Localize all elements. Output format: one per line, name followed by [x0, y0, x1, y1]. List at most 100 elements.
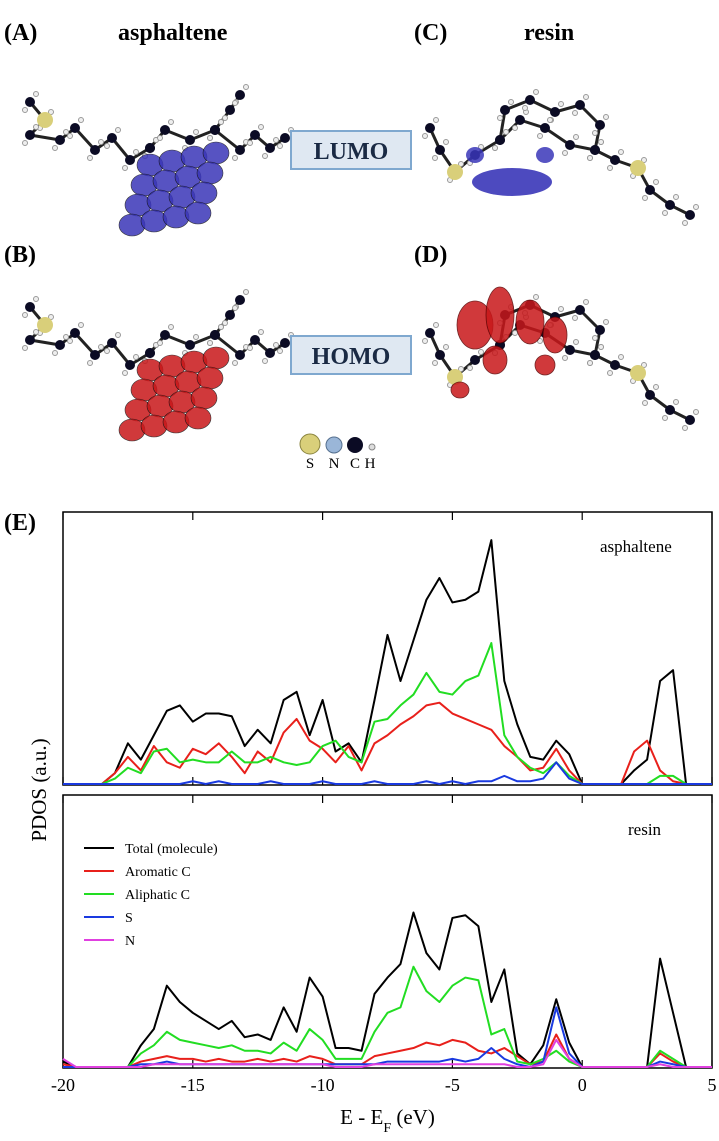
- atom: [250, 130, 260, 140]
- atom: [225, 310, 235, 320]
- panel-title: resin: [524, 20, 574, 46]
- hydrogen: [105, 144, 110, 149]
- hydrogen: [34, 125, 39, 130]
- hydrogen: [643, 196, 648, 201]
- hydrogen: [278, 144, 283, 149]
- hydrogen: [53, 351, 58, 356]
- atom: [145, 143, 155, 153]
- atom: [565, 345, 575, 355]
- atom: [70, 123, 80, 133]
- legend-label: N: [125, 934, 135, 949]
- hydrogen: [259, 125, 264, 130]
- panel-label: (D): [414, 242, 447, 268]
- hydrogen: [248, 346, 253, 351]
- hydrogen: [573, 111, 578, 116]
- hydrogen: [608, 166, 613, 171]
- atom-label: S: [306, 456, 314, 472]
- hydrogen: [513, 126, 518, 131]
- x-tick-label: -15: [181, 1075, 205, 1095]
- hydrogen: [134, 355, 139, 360]
- hydrogen: [444, 140, 449, 145]
- hydrogen: [233, 156, 238, 161]
- hydrogen: [574, 135, 579, 140]
- atom: [185, 340, 195, 350]
- hydrogen: [274, 138, 279, 143]
- orbital-lobe: [536, 147, 554, 163]
- atom: [235, 145, 245, 155]
- hydrogen: [468, 366, 473, 371]
- pdos-line: [63, 540, 712, 784]
- hydrogen: [99, 140, 104, 145]
- atom: [665, 405, 675, 415]
- orbital-lobe: [119, 214, 145, 236]
- legend-label: Aliphatic C: [125, 888, 190, 903]
- hydrogen: [23, 108, 28, 113]
- atom: [565, 140, 575, 150]
- hydrogen: [493, 146, 498, 151]
- atom: [447, 164, 463, 180]
- pdos-line: [63, 762, 712, 784]
- pdos-line: [63, 967, 712, 1067]
- hydrogen: [208, 136, 213, 141]
- orbital-lobe: [466, 147, 484, 163]
- hydrogen: [68, 339, 73, 344]
- atom: [590, 145, 600, 155]
- hydrogen: [34, 92, 39, 97]
- atom: [435, 350, 445, 360]
- hydrogen: [23, 346, 28, 351]
- hydrogen: [64, 335, 69, 340]
- hydrogen: [573, 316, 578, 321]
- hydrogen: [278, 349, 283, 354]
- hydrogen: [423, 339, 428, 344]
- hydrogen: [538, 134, 543, 139]
- hydrogen: [513, 331, 518, 336]
- atom: [235, 295, 245, 305]
- x-tick-label: 0: [578, 1075, 587, 1095]
- hydrogen: [259, 330, 264, 335]
- hydrogen: [604, 320, 609, 325]
- atom: [107, 338, 117, 348]
- atom: [630, 365, 646, 381]
- hydrogen: [79, 323, 84, 328]
- hydrogen: [169, 120, 174, 125]
- atom-icon: [326, 437, 342, 453]
- atom-label: N: [329, 456, 340, 472]
- hydrogen: [694, 410, 699, 415]
- atom: [25, 302, 35, 312]
- hydrogen: [423, 134, 428, 139]
- atom: [235, 350, 245, 360]
- x-tick-label: -20: [51, 1075, 75, 1095]
- hydrogen: [433, 361, 438, 366]
- panel-annotation: resin: [628, 820, 662, 839]
- orbital-lobe: [203, 347, 229, 369]
- hydrogen: [599, 345, 604, 350]
- atom: [70, 328, 80, 338]
- atom: [280, 133, 290, 143]
- orbital-lobe: [197, 367, 223, 389]
- hydrogen: [548, 118, 553, 123]
- panel-annotation: asphaltene: [600, 537, 672, 556]
- atom: [550, 107, 560, 117]
- atom: [185, 135, 195, 145]
- atom: [90, 350, 100, 360]
- orbital-lobe: [185, 407, 211, 429]
- atom: [645, 185, 655, 195]
- atom: [225, 105, 235, 115]
- hydrogen: [116, 333, 121, 338]
- hydrogen: [434, 118, 439, 123]
- hydrogen: [244, 290, 249, 295]
- pdos-line: [63, 643, 712, 784]
- orbital-lobe: [119, 419, 145, 441]
- hydrogen: [194, 335, 199, 340]
- hydrogen: [433, 156, 438, 161]
- panel-label: (B): [4, 242, 36, 268]
- hydrogen: [158, 341, 163, 346]
- y-axis-label: PDOS (a.u.): [27, 738, 51, 841]
- hydrogen: [498, 116, 503, 121]
- x-tick-label: -5: [445, 1075, 460, 1095]
- orbital-lobe: [472, 168, 552, 196]
- hydrogen: [274, 343, 279, 348]
- hydrogen: [116, 128, 121, 133]
- orbital-lobe: [483, 346, 507, 374]
- legend-label: Total (molecule): [125, 842, 218, 857]
